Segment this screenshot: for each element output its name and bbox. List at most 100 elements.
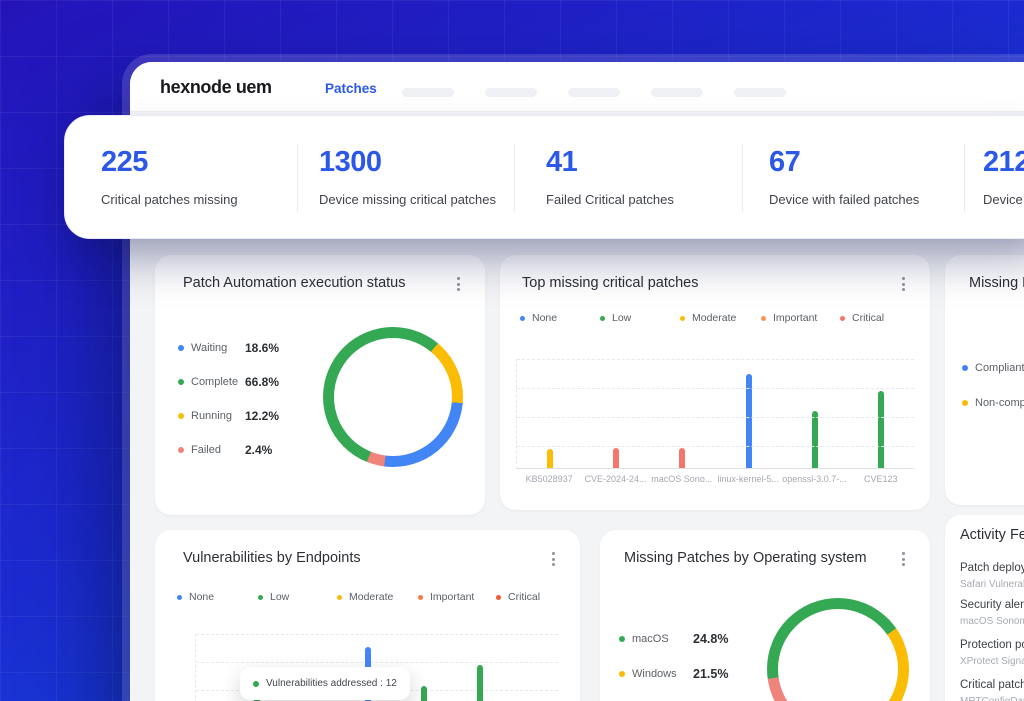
nav-skeleton-item[interactable]: [651, 88, 703, 97]
feed-item-subtitle: MRTConfigData: [960, 696, 1024, 701]
stat-device-partial[interactable]: 212 Device: [983, 116, 1024, 238]
donut-hole: [778, 609, 898, 701]
card-missing-patches-by-os: Missing Patches by Operating system macO…: [600, 530, 930, 701]
card-title: Missing Pa: [969, 275, 1024, 291]
x-axis-label: CVE-2024-24...: [584, 474, 647, 484]
bar: [477, 665, 483, 701]
kebab-menu-icon[interactable]: [447, 273, 469, 295]
bar: [613, 448, 620, 468]
legend-item-moderate[interactable]: Moderate: [680, 312, 736, 324]
legend-item-windows[interactable]: Windows 21.5%: [619, 667, 728, 681]
legend-dot: [520, 315, 525, 321]
stat-device-missing-critical-patches[interactable]: 1300 Device missing critical patches: [319, 116, 496, 238]
x-axis-label: CVE123: [864, 474, 898, 484]
gridline: [196, 634, 558, 635]
legend-item-complete[interactable]: Complete 66.8%: [178, 375, 279, 389]
card-title: Activity Fe: [960, 527, 1024, 543]
legend-item-important[interactable]: Important: [418, 591, 474, 603]
legend-dot: [619, 671, 625, 677]
gridline: [517, 417, 914, 418]
legend-dot: [177, 594, 182, 600]
tooltip-dot: [253, 680, 259, 687]
gridline: [517, 446, 914, 447]
card-title: Vulnerabilities by Endpoints: [183, 550, 361, 566]
donut-chart-os-missing: [767, 598, 909, 701]
card-patch-automation: Patch Automation execution status Waitin…: [155, 255, 485, 515]
legend-dot: [600, 315, 605, 321]
card-vulnerabilities-by-endpoints: Vulnerabilities by Endpoints None Low Mo…: [155, 530, 580, 701]
divider: [297, 144, 298, 212]
feed-item-subtitle: Safari Vulnerabili: [960, 579, 1024, 590]
tooltip-text: Vulnerabilities addressed : 12: [266, 678, 397, 689]
stat-critical-patches-missing[interactable]: 225 Critical patches missing: [101, 116, 238, 238]
tab-patches[interactable]: Patches: [325, 81, 377, 96]
stat-label: Device: [983, 192, 1023, 207]
bar: [877, 390, 884, 468]
legend-dot: [962, 365, 968, 371]
x-axis-labels: KB5028937 CVE-2024-24... macOS Sono... linu…: [516, 474, 914, 484]
legend-dot: [680, 315, 685, 321]
legend-item-waiting[interactable]: Waiting 18.6%: [178, 341, 279, 355]
legend-item-low[interactable]: Low: [600, 312, 631, 324]
x-axis-label: KB5028937: [525, 474, 573, 484]
kebab-menu-icon[interactable]: [892, 548, 914, 570]
legend-item-important[interactable]: Important: [761, 312, 817, 324]
app-header: hexnode uem Patches: [130, 62, 1024, 112]
bar: [679, 448, 686, 468]
gridline: [517, 359, 914, 360]
legend-item-running[interactable]: Running 12.2%: [178, 409, 279, 423]
legend-item-compliant[interactable]: Compliant: [962, 362, 1024, 374]
bar-chart-top-missing: [516, 359, 914, 469]
stat-failed-critical-patches[interactable]: 41 Failed Critical patches: [546, 116, 674, 238]
legend-item-low[interactable]: Low: [258, 591, 289, 603]
legend-item-failed[interactable]: Failed 2.4%: [178, 443, 272, 457]
bar: [547, 449, 554, 468]
stat-label: Device with failed patches: [769, 192, 920, 207]
feed-item-title[interactable]: Critical patch n: [960, 679, 1024, 691]
kebab-menu-icon[interactable]: [542, 548, 564, 570]
stat-value: 1300: [319, 146, 382, 178]
card-title: Patch Automation execution status: [183, 275, 406, 291]
chart-tooltip: Vulnerabilities addressed : 12: [240, 667, 410, 700]
stat-value: 41: [546, 146, 578, 178]
legend-dot: [258, 594, 263, 600]
kebab-menu-icon[interactable]: [892, 273, 914, 295]
legend-item-critical[interactable]: Critical: [496, 591, 540, 603]
donut-chart-execution-status: [323, 327, 463, 467]
legend-dot: [761, 315, 766, 321]
bar: [745, 374, 752, 468]
feed-item-title[interactable]: Security alert c: [960, 599, 1024, 611]
card-title: Missing Patches by Operating system: [624, 550, 867, 566]
hexnode-logo: hexnode uem: [160, 77, 272, 97]
legend-dot: [178, 447, 184, 453]
nav-skeleton-item[interactable]: [568, 88, 620, 97]
feed-item-title[interactable]: Patch deployed: [960, 562, 1024, 574]
legend-dot: [962, 400, 968, 406]
stat-device-with-failed-patches[interactable]: 67 Device with failed patches: [769, 116, 919, 238]
legend-item-none[interactable]: None: [177, 591, 214, 603]
legend-dot: [178, 345, 184, 351]
nav-skeleton-item[interactable]: [402, 88, 454, 97]
stat-label: Critical patches missing: [101, 192, 238, 207]
legend-item-macos[interactable]: macOS 24.8%: [619, 632, 728, 646]
stat-value: 67: [769, 146, 801, 178]
card-missing-patches-right: Missing Pa Compliant Non-comp: [945, 255, 1024, 505]
feed-item-subtitle: XProtect Signatu: [960, 656, 1024, 667]
gridline: [517, 388, 914, 389]
donut-hole: [334, 338, 452, 456]
nav-skeleton-item[interactable]: [734, 88, 786, 97]
card-title: Top missing critical patches: [522, 275, 699, 291]
divider: [742, 144, 743, 212]
legend-item-moderate[interactable]: Moderate: [337, 591, 393, 603]
feed-item-title[interactable]: Protection poli: [960, 639, 1024, 651]
x-axis-label: openssl-3.0.7-...: [782, 474, 847, 484]
legend-item-critical[interactable]: Critical: [840, 312, 884, 324]
bar: [811, 411, 818, 468]
legend-item-non-compliant[interactable]: Non-comp: [962, 397, 1024, 409]
stats-summary-bar: 225 Critical patches missing 1300 Device…: [64, 115, 1024, 239]
legend-dot: [178, 379, 184, 385]
legend-dot: [178, 413, 184, 419]
nav-skeleton-item[interactable]: [485, 88, 537, 97]
legend-item-none[interactable]: None: [520, 312, 557, 324]
stat-value: 225: [101, 146, 148, 178]
